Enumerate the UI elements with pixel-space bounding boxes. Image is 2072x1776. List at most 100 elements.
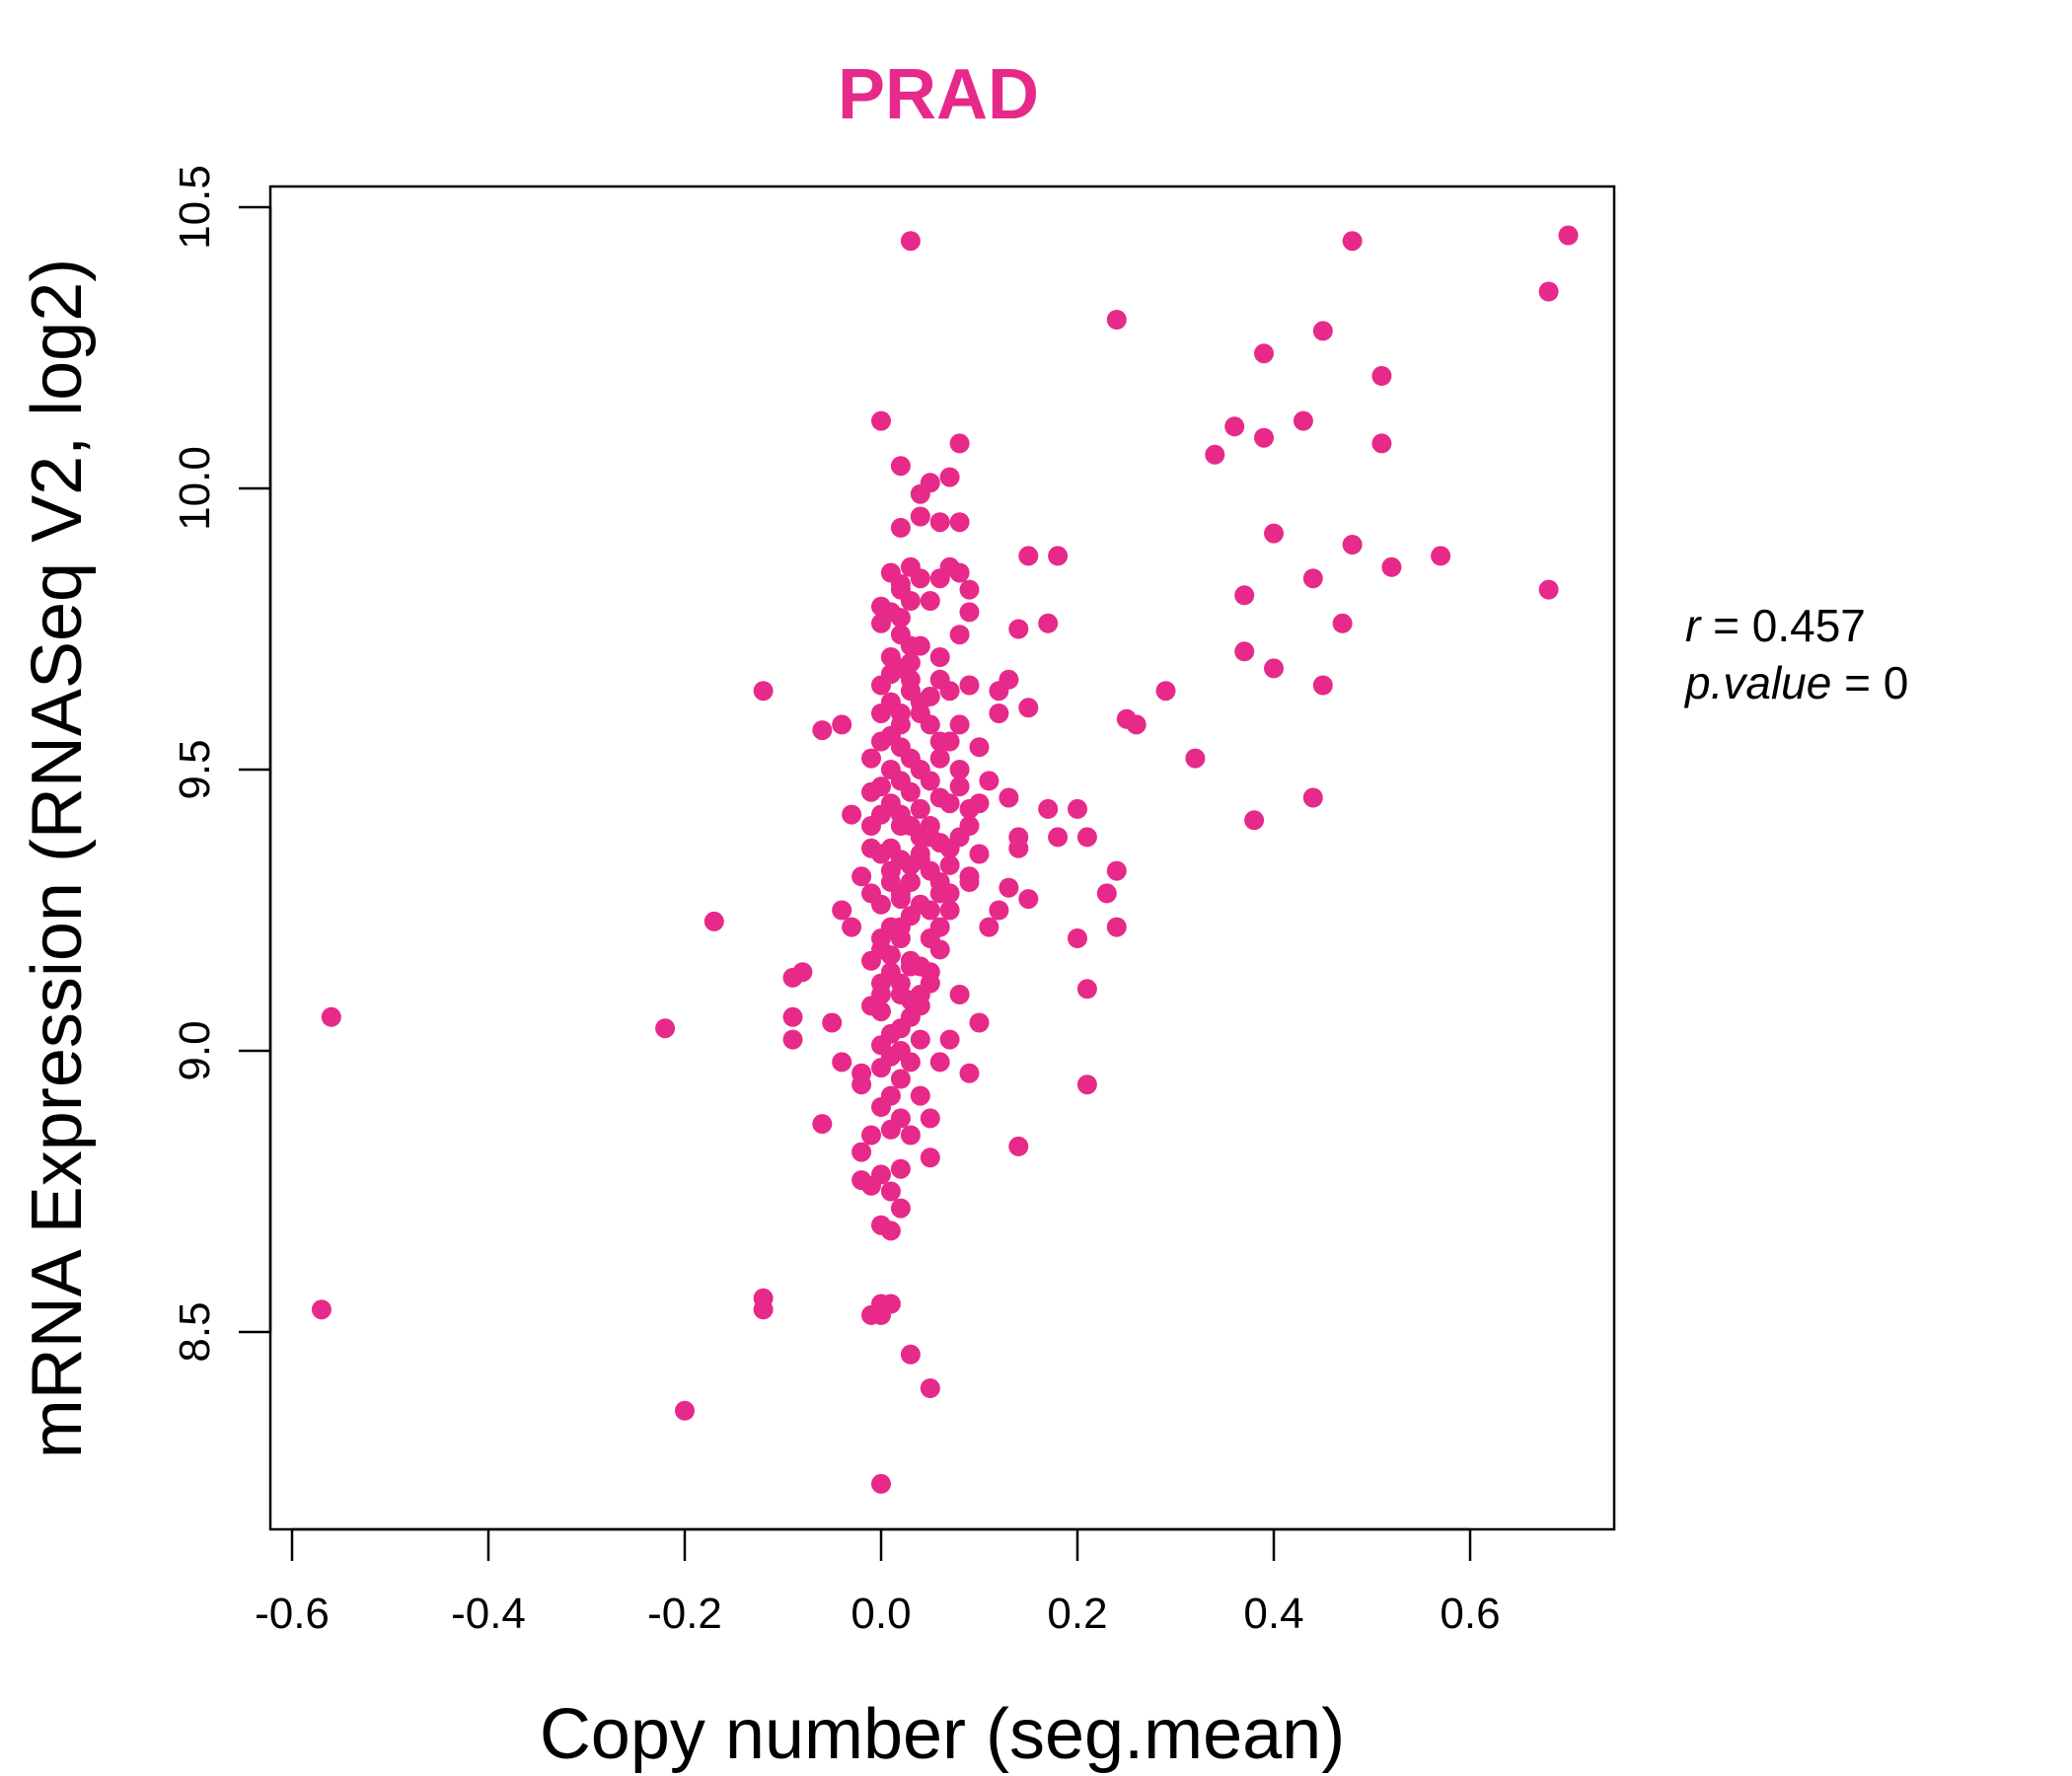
data-point	[959, 872, 980, 892]
y-axis: 8.5 9.0 9.5 10.0 10.5	[171, 165, 272, 1363]
data-point	[1008, 838, 1029, 858]
data-point	[979, 917, 999, 937]
data-point	[880, 602, 901, 623]
data-point	[1155, 681, 1176, 702]
data-point	[1048, 827, 1069, 848]
data-point	[871, 1473, 891, 1494]
data-point	[1018, 698, 1039, 718]
data-point	[753, 681, 774, 702]
data-point	[959, 602, 980, 623]
data-point	[1076, 827, 1097, 848]
data-point	[851, 1142, 872, 1162]
data-point	[1371, 433, 1392, 454]
x-tick-label: -0.4	[451, 1590, 526, 1638]
data-point	[1371, 366, 1392, 386]
data-point	[675, 1400, 695, 1421]
data-point	[1076, 979, 1097, 999]
data-point	[920, 591, 940, 611]
data-point	[969, 793, 990, 814]
data-point	[939, 731, 960, 752]
data-point	[890, 456, 911, 477]
data-point	[842, 917, 862, 937]
x-tick-label: -0.6	[255, 1590, 330, 1638]
data-point	[989, 900, 1009, 921]
data-point	[1008, 619, 1029, 639]
data-point	[900, 652, 921, 673]
data-point	[880, 1221, 901, 1241]
data-point	[900, 1344, 921, 1365]
data-point	[871, 1035, 891, 1056]
data-point	[949, 985, 970, 1004]
data-point	[782, 1029, 803, 1050]
data-point	[929, 939, 950, 960]
data-point	[929, 833, 950, 853]
x-axis-title: Copy number (seg.mean)	[540, 1695, 1345, 1774]
data-point	[929, 647, 950, 667]
data-point	[1264, 523, 1284, 544]
data-point	[949, 625, 970, 645]
data-point	[1254, 343, 1274, 364]
data-point	[880, 647, 901, 667]
data-point	[1431, 546, 1451, 566]
chart-title: PRAD	[838, 55, 1039, 134]
data-point	[1048, 546, 1069, 566]
data-point	[890, 928, 911, 948]
data-point	[832, 714, 852, 735]
data-point	[920, 860, 940, 881]
data-point	[812, 1114, 833, 1135]
data-point	[871, 894, 891, 915]
data-point	[832, 1052, 852, 1073]
data-point	[1008, 1136, 1029, 1156]
data-point	[910, 483, 930, 504]
data-point	[910, 894, 930, 915]
data-point	[861, 781, 881, 802]
data-point	[861, 996, 881, 1016]
data-point	[1312, 675, 1333, 696]
data-point	[1244, 810, 1265, 831]
x-tick-label: 0.0	[851, 1590, 911, 1638]
data-point	[1264, 658, 1284, 679]
data-point	[999, 787, 1019, 808]
data-point	[939, 467, 960, 487]
data-point	[910, 1029, 930, 1050]
data-point	[999, 877, 1019, 898]
data-point	[920, 771, 940, 791]
data-point	[1342, 231, 1363, 252]
data-point	[782, 1006, 803, 1027]
data-point	[969, 844, 990, 864]
data-point	[655, 1018, 676, 1039]
data-point	[890, 1158, 911, 1179]
points-layer	[311, 225, 1579, 1494]
data-point	[939, 900, 960, 921]
data-point	[1538, 579, 1559, 600]
data-point	[949, 562, 970, 583]
data-point	[890, 517, 911, 538]
data-point	[949, 433, 970, 454]
data-point	[890, 1018, 911, 1039]
y-tick-label: 10.5	[171, 165, 219, 250]
data-point	[949, 827, 970, 848]
data-point	[890, 579, 911, 600]
data-point	[929, 568, 950, 589]
data-point	[920, 1108, 940, 1129]
x-tick-label: 0.4	[1243, 1590, 1303, 1638]
y-tick-label: 10.0	[171, 446, 219, 531]
data-point	[890, 703, 911, 723]
data-point	[929, 748, 950, 769]
data-point	[861, 1125, 881, 1146]
data-point	[822, 1012, 843, 1033]
data-point	[861, 950, 881, 971]
data-point	[900, 1052, 921, 1073]
data-point	[861, 748, 881, 769]
data-point	[910, 568, 930, 589]
data-point	[910, 985, 930, 1004]
data-point	[861, 1304, 881, 1325]
data-point	[989, 703, 1009, 723]
r-stat: r = 0.457	[1685, 600, 1866, 651]
x-tick-label: 0.2	[1047, 1590, 1107, 1638]
data-point	[1185, 748, 1206, 769]
data-point	[871, 675, 891, 696]
plot-frame	[268, 185, 1616, 1531]
data-point	[900, 1125, 921, 1146]
